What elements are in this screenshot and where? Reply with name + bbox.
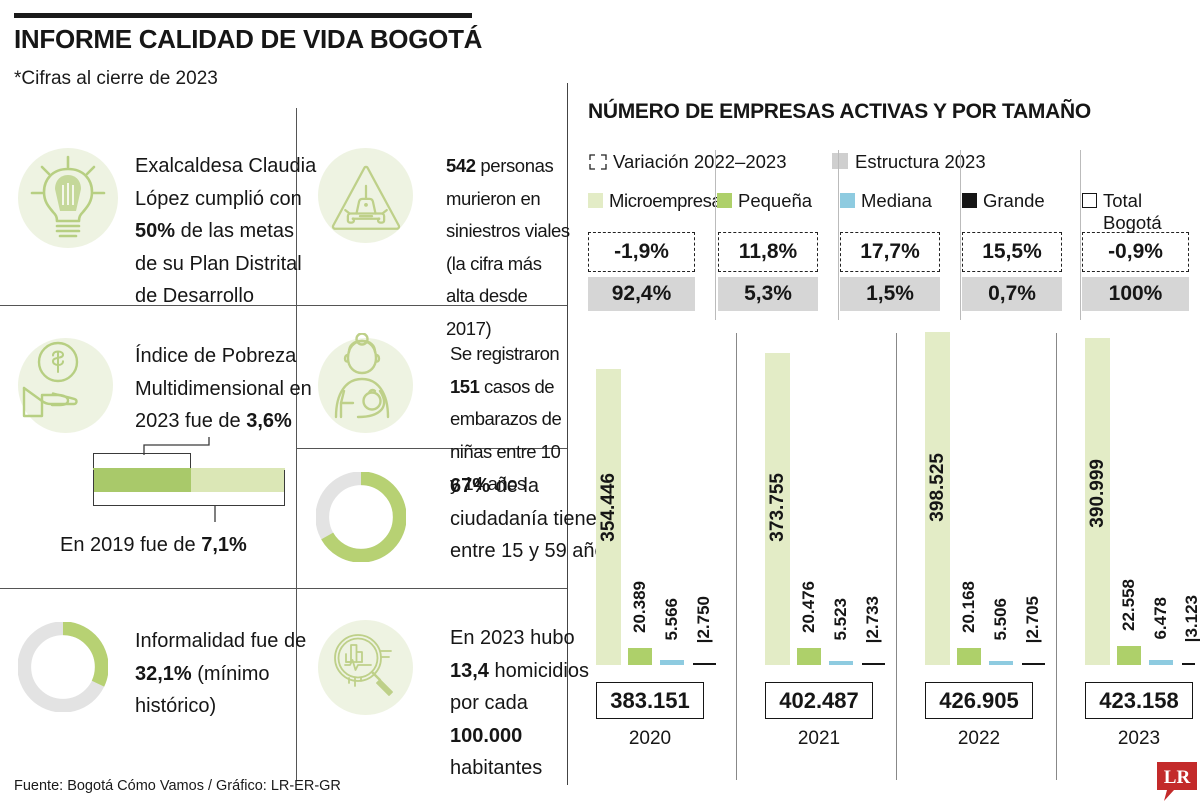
svg-text:LR: LR: [1164, 767, 1191, 788]
